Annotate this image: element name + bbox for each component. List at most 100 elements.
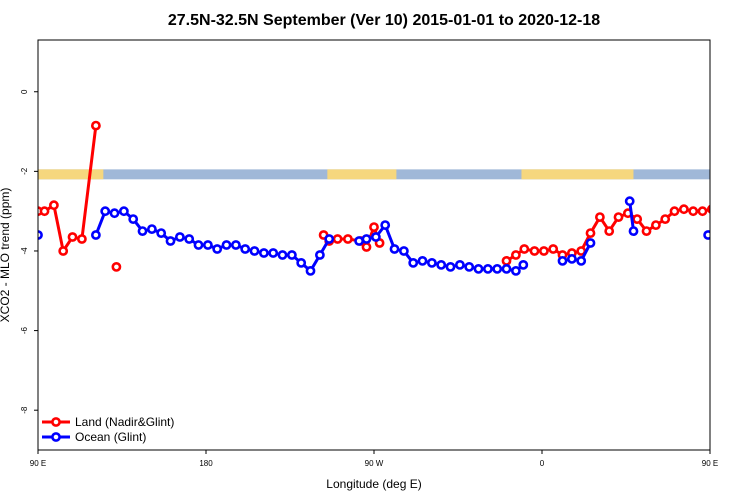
data-point [91,120,101,131]
data-point [128,214,139,224]
data-point [389,244,400,254]
data-point [268,248,279,258]
data-point [660,214,671,224]
legend-label: Ocean (Glint) [75,430,146,444]
data-point [77,234,87,244]
data-point [184,234,195,244]
x-tick-label: 90 E [702,459,718,468]
x-tick-label: 90 E [30,459,46,468]
data-point [361,242,372,252]
data-point [354,236,364,246]
data-point [91,230,101,240]
x-tick-label: 0 [540,459,545,468]
data-point [146,224,157,234]
data-point [230,240,241,250]
data-point [49,200,59,211]
data-point [669,206,680,217]
data-point [703,230,710,240]
data-point [193,240,204,250]
data-point [454,259,465,270]
x-tick-label: 180 [199,459,213,468]
data-point [369,222,379,232]
legend: Land (Nadir&Glint)Ocean (Glint) [42,415,174,444]
data-point [576,255,587,266]
data-point [111,261,122,272]
y-axis-label: XCO2 - MLO trend (ppm) [0,188,12,323]
data-point [624,196,635,207]
data-point [604,226,615,236]
y-tick-label: -6 [20,326,29,334]
data-point [539,246,549,256]
chart-title: 27.5N-32.5N September (Ver 10) 2015-01-0… [168,12,600,29]
data-point [651,220,661,230]
data-point [519,244,530,254]
legend-marker [51,432,61,442]
data-point [641,226,652,236]
data-point [174,232,185,242]
data-point [398,246,409,256]
data-point [305,265,316,276]
series-line [628,201,635,232]
data-point [67,232,78,242]
data-point [688,206,699,217]
data-point [613,212,624,222]
data-point [492,263,503,274]
data-point [202,240,213,250]
data-point [212,244,223,254]
series-ocean [38,196,710,276]
y-tick-label: -8 [20,406,29,414]
data-point [240,244,251,254]
x-axis: 90 E 180 90 W 0 90 E [30,450,718,468]
y-axis: 0 -2 -4 -6 -8 [20,89,38,414]
data-point [408,257,419,268]
data-point [501,255,512,266]
data-point [58,246,69,256]
data-point [417,255,428,266]
data-point [296,257,307,268]
data-point [426,257,437,268]
data-point [518,259,529,270]
data-point [332,234,343,244]
data-point [628,226,639,236]
y-tick-label: -4 [20,247,29,255]
map-strip-land [521,169,634,180]
data-point [156,228,167,238]
map-strip [38,169,710,180]
data-point [249,246,260,256]
data-point [595,212,605,222]
y-tick-label: 0 [20,89,29,94]
data-point [511,265,521,276]
x-tick-label: 90 W [365,459,384,468]
legend-marker [51,417,61,427]
data-point [370,232,381,242]
data-point [557,255,568,266]
data-point [380,220,391,230]
data-point [697,206,708,217]
data-point [567,253,577,264]
data-point [277,250,288,260]
data-point [473,263,484,274]
data-point [529,246,540,256]
data-point [585,228,596,238]
data-point [119,206,129,217]
data-point [632,214,643,224]
data-point [258,248,269,258]
data-point [39,206,50,217]
data-point [342,234,353,244]
data-point [464,261,475,272]
data-point [445,261,456,272]
data-point [436,259,447,270]
data-point [501,263,512,274]
y-tick-label: -2 [20,167,29,175]
series-layer [38,120,710,276]
data-point [511,250,521,260]
data-point [165,236,176,246]
legend-item: Land (Nadir&Glint) [42,415,174,429]
legend-item: Ocean (Glint) [42,430,146,444]
data-point [109,208,120,219]
data-point [361,234,372,244]
data-point [324,234,335,244]
data-point [548,244,559,254]
